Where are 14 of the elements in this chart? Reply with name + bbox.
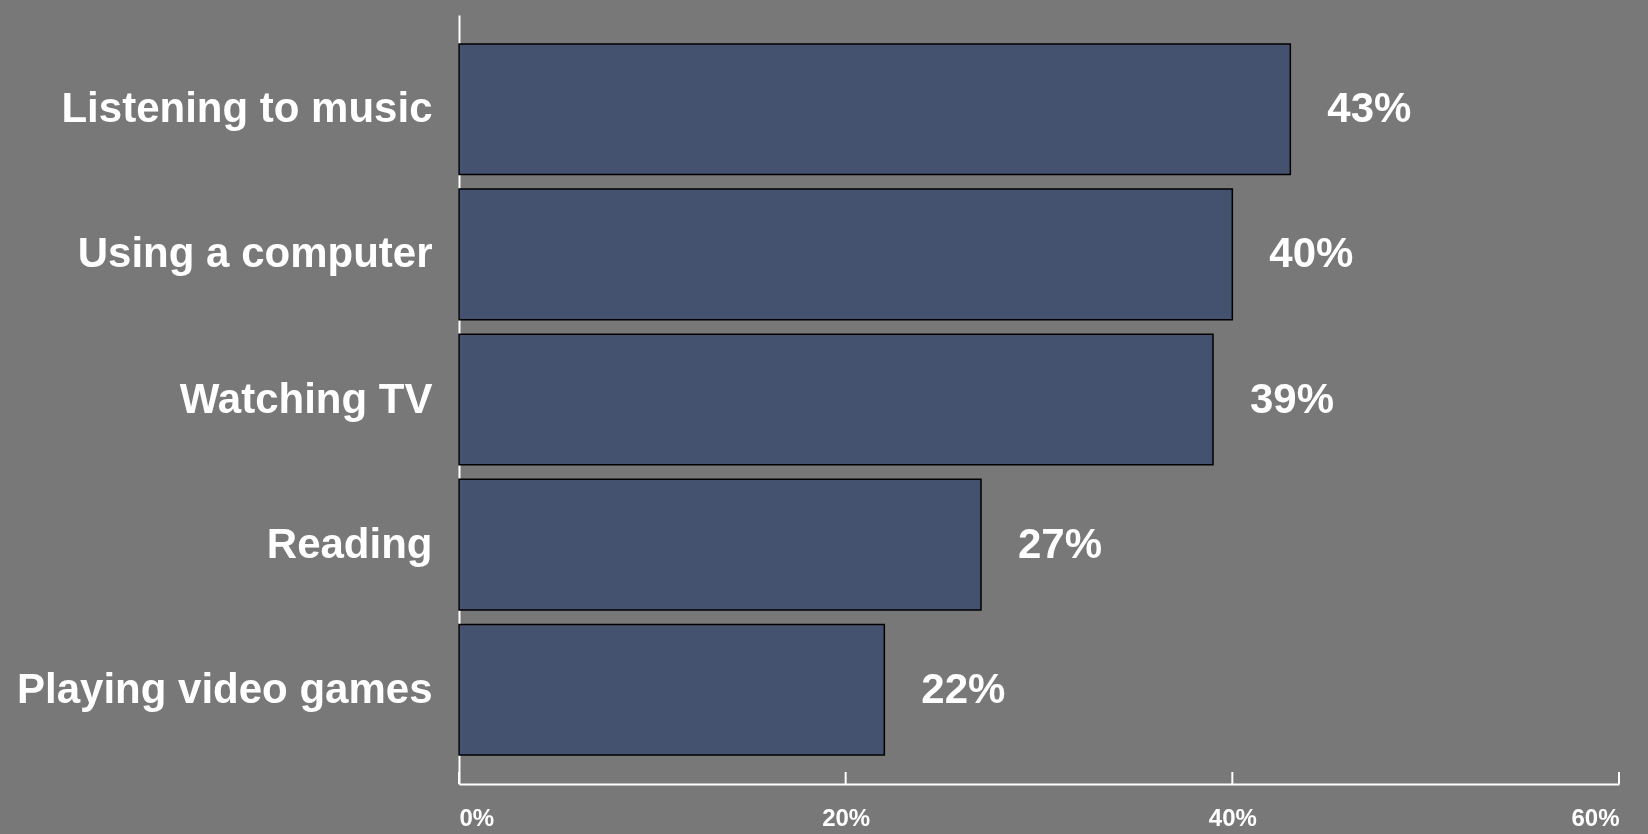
x-tick-label: 0% (459, 803, 495, 831)
y-tick-label: Listening to music (61, 84, 433, 132)
x-tick-label: 40% (1208, 803, 1257, 831)
y-tick-label: Using a computer (77, 229, 433, 277)
x-tick-label: 60% (1571, 803, 1620, 831)
y-tick-label: Playing video games (17, 664, 433, 712)
y-tick-label: Reading (266, 519, 433, 567)
y-tick-label: Watching TV (179, 374, 433, 422)
data-label: 22% (921, 664, 1006, 712)
data-label: 39% (1250, 374, 1335, 422)
data-label: 40% (1269, 229, 1354, 277)
data-label: 27% (1018, 519, 1103, 567)
data-label: 43% (1327, 84, 1412, 132)
x-tick-label: 20% (822, 803, 871, 831)
